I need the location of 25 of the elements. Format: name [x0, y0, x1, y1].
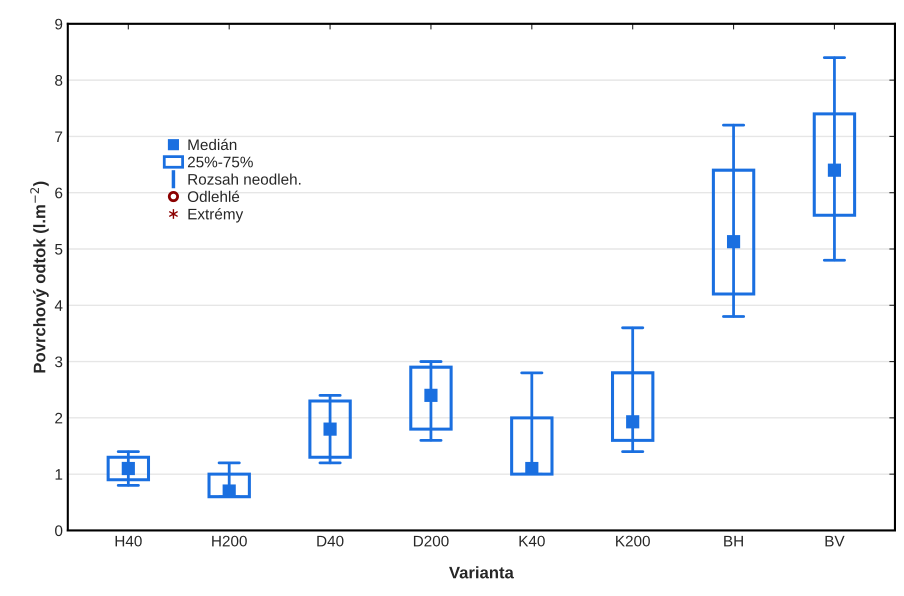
annotation: Extrémy: [188, 208, 244, 223]
legend-label: 25%-75%: [188, 156, 253, 168]
y-tick-label: 0: [55, 525, 62, 536]
y-tick-label: 1: [56, 469, 62, 480]
annotation: Rozsah neodleh.: [188, 174, 300, 185]
y-tick-label: 5: [55, 244, 62, 255]
x-axis-title: Varianta: [449, 566, 514, 578]
y-tick-label: 3: [55, 356, 62, 368]
y-tick-label: 6: [55, 188, 62, 198]
y-tick-label: 9: [55, 18, 62, 30]
x-tick-label: BV: [826, 536, 845, 546]
y-tick-label: 8: [55, 74, 62, 86]
x-tick-label: D40: [317, 536, 344, 547]
y-tick-label: 7: [55, 131, 62, 142]
y-tick-label: 4: [54, 300, 62, 311]
x-tick-label: D200: [414, 536, 449, 547]
x-tick-label: K200: [616, 536, 650, 547]
annotation: Odlehlé: [188, 190, 240, 202]
x-tick-label: K40: [519, 536, 545, 547]
x-tick-label: BH: [724, 536, 743, 546]
annotation: Medián: [188, 138, 236, 150]
y-tick-label: 2: [55, 412, 62, 424]
x-tick-label: H40: [116, 536, 142, 547]
y-axis-title: Povrchový odtok (l.m$^{−2}$): [30, 182, 49, 373]
x-tick-label: H200: [212, 536, 247, 547]
